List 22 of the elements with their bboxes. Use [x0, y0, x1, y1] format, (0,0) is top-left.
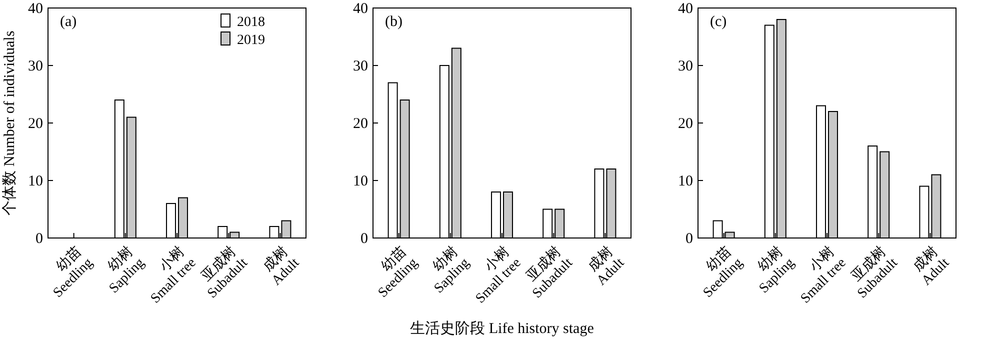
y-tick-label: 0 — [686, 231, 693, 247]
y-tick-label: 40 — [678, 1, 693, 17]
y-tick-label: 10 — [678, 174, 693, 190]
y-tick-label: 0 — [36, 231, 43, 247]
y-axis-title: 个体数 Number of individuals — [1, 30, 18, 216]
x-axis-title: 生活史阶段 Life history stage — [410, 320, 594, 337]
y-tick-label: 20 — [353, 116, 368, 132]
y-tick-label: 30 — [678, 58, 693, 74]
legend-label: 2018 — [237, 15, 265, 30]
y-tick-label: 40 — [28, 1, 43, 17]
y-tick-label: 0 — [360, 231, 368, 247]
y-tick-label: 10 — [353, 174, 368, 190]
annotation: (c) — [710, 14, 727, 30]
annotation: (a) — [60, 14, 77, 30]
legend-label: 2019 — [237, 33, 265, 48]
y-tick-label: 10 — [28, 174, 43, 190]
annotation: (b) — [385, 14, 402, 30]
y-tick-label: 20 — [28, 116, 43, 132]
y-tick-label: 40 — [353, 1, 368, 17]
y-tick-label: 20 — [678, 116, 693, 132]
y-tick-label: 30 — [353, 58, 368, 74]
y-tick-label: 30 — [28, 58, 43, 74]
